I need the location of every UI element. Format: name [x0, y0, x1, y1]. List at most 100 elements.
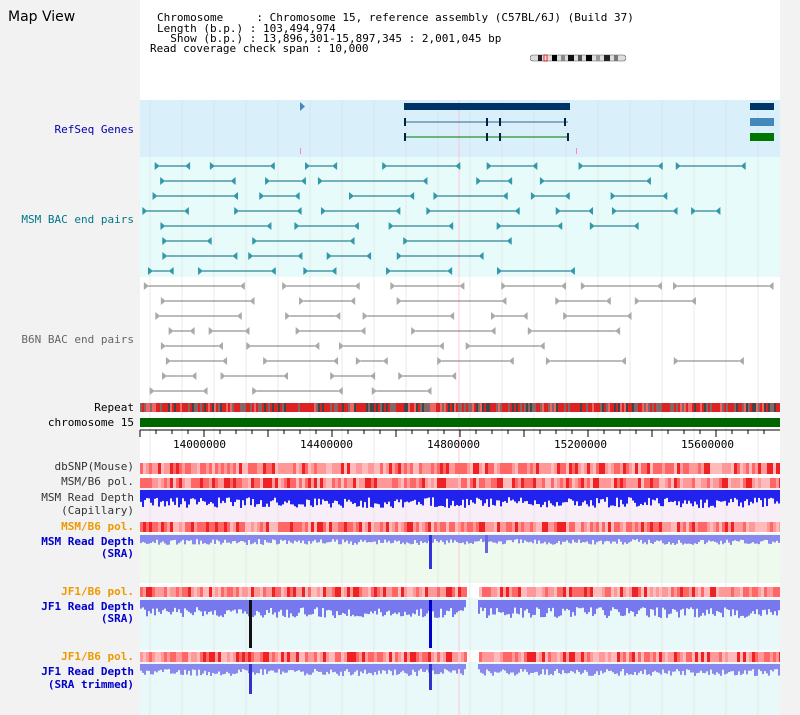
- depth-bar: [148, 535, 150, 544]
- depth-bar: [446, 664, 448, 671]
- snp-cell: [659, 587, 662, 597]
- snp-cell: [554, 463, 557, 474]
- depth-bar: [480, 664, 482, 673]
- snp-cell: [272, 652, 275, 662]
- depth-bar: [570, 600, 572, 617]
- snp-cell: [686, 478, 689, 488]
- depth-bar: [638, 535, 640, 542]
- repeat-segment: [298, 403, 300, 412]
- depth-bar: [528, 664, 530, 675]
- depth-bar: [338, 600, 340, 616]
- snp-cell: [389, 478, 392, 488]
- snp-cell: [683, 587, 686, 597]
- depth-bar: [684, 490, 686, 501]
- snp-cell: [752, 652, 755, 662]
- depth-bar: [260, 600, 262, 616]
- depth-bar: [378, 600, 380, 609]
- depth-bar: [696, 664, 698, 674]
- label-msm-b6-pol-1: MSM/B6 pol.: [61, 475, 134, 488]
- depth-bar: [738, 600, 740, 618]
- depth-bar: [560, 490, 562, 506]
- repeat-segment: [726, 403, 728, 412]
- snp-cell: [731, 463, 734, 474]
- snp-cell: [650, 652, 653, 662]
- depth-bar: [748, 664, 750, 671]
- snp-cell: [188, 463, 191, 474]
- snp-cell: [182, 652, 185, 662]
- snp-cell: [380, 652, 383, 662]
- depth-bar: [192, 664, 194, 670]
- snp-cell: [242, 522, 245, 532]
- depth-bar: [434, 535, 436, 540]
- snp-cell: [536, 587, 539, 597]
- repeat-segment: [742, 403, 744, 412]
- snp-cell: [560, 522, 563, 532]
- snp-cell: [473, 463, 476, 474]
- snp-cell: [665, 652, 668, 662]
- repeat-segment: [330, 403, 332, 412]
- depth-bar: [348, 490, 350, 500]
- depth-bar: [398, 535, 400, 541]
- chromosome-ideogram[interactable]: [530, 53, 626, 63]
- depth-bar: [550, 490, 552, 504]
- snp-cell: [755, 652, 758, 662]
- depth-bar: [614, 535, 616, 542]
- depth-bar: [488, 490, 490, 507]
- depth-bar: [420, 535, 422, 542]
- repeat-segment: [238, 403, 240, 412]
- snp-cell: [740, 478, 743, 488]
- depth-bar: [220, 490, 222, 504]
- depth-bar: [596, 490, 598, 499]
- snp-cell: [671, 522, 674, 532]
- depth-bar: [192, 535, 194, 545]
- bac-end: [691, 207, 697, 215]
- repeat-segment: [220, 403, 222, 412]
- depth-bar: [354, 535, 356, 544]
- depth-bar: [734, 664, 736, 676]
- depth-bar: [714, 664, 716, 675]
- snp-cell: [593, 652, 596, 662]
- depth-bar: [680, 600, 682, 610]
- snp-cell: [482, 522, 485, 532]
- depth-bar: [626, 490, 628, 504]
- snp-cell: [539, 587, 542, 597]
- depth-bar: [358, 490, 360, 507]
- depth-bar: [318, 490, 320, 499]
- snp-cell: [758, 478, 761, 488]
- depth-bar: [744, 490, 746, 502]
- depth-bar: [142, 535, 144, 542]
- depth-bar: [400, 664, 402, 673]
- depth-bar: [456, 535, 458, 542]
- snp-cell: [164, 463, 167, 474]
- depth-bar: [472, 535, 474, 544]
- repeat-segment: [532, 403, 534, 412]
- depth-bar: [210, 535, 212, 543]
- snp-cell: [155, 652, 158, 662]
- snp-cell: [329, 522, 332, 532]
- repeat-segment: [460, 403, 462, 412]
- snp-cell: [314, 587, 317, 597]
- bac-end: [675, 162, 681, 170]
- snp-cell: [149, 587, 152, 597]
- depth-bar: [352, 535, 354, 545]
- depth-bar: [496, 535, 498, 544]
- repeat-segment: [768, 403, 770, 412]
- snp-cell: [629, 652, 632, 662]
- depth-bar: [210, 490, 212, 503]
- depth-bar: [340, 600, 342, 615]
- snp-cell: [722, 522, 725, 532]
- snp-cell: [656, 522, 659, 532]
- snp-cell: [443, 463, 446, 474]
- depth-bar: [172, 600, 174, 612]
- depth-bar: [702, 664, 704, 673]
- depth-bar: [678, 535, 680, 541]
- depth-bar: [244, 490, 246, 506]
- snp-cell: [197, 587, 200, 597]
- snp-cell: [356, 587, 359, 597]
- snp-cell: [191, 478, 194, 488]
- depth-bar: [546, 535, 548, 545]
- snp-cell: [152, 587, 155, 597]
- snp-cell: [290, 652, 293, 662]
- repeat-segment: [448, 403, 450, 412]
